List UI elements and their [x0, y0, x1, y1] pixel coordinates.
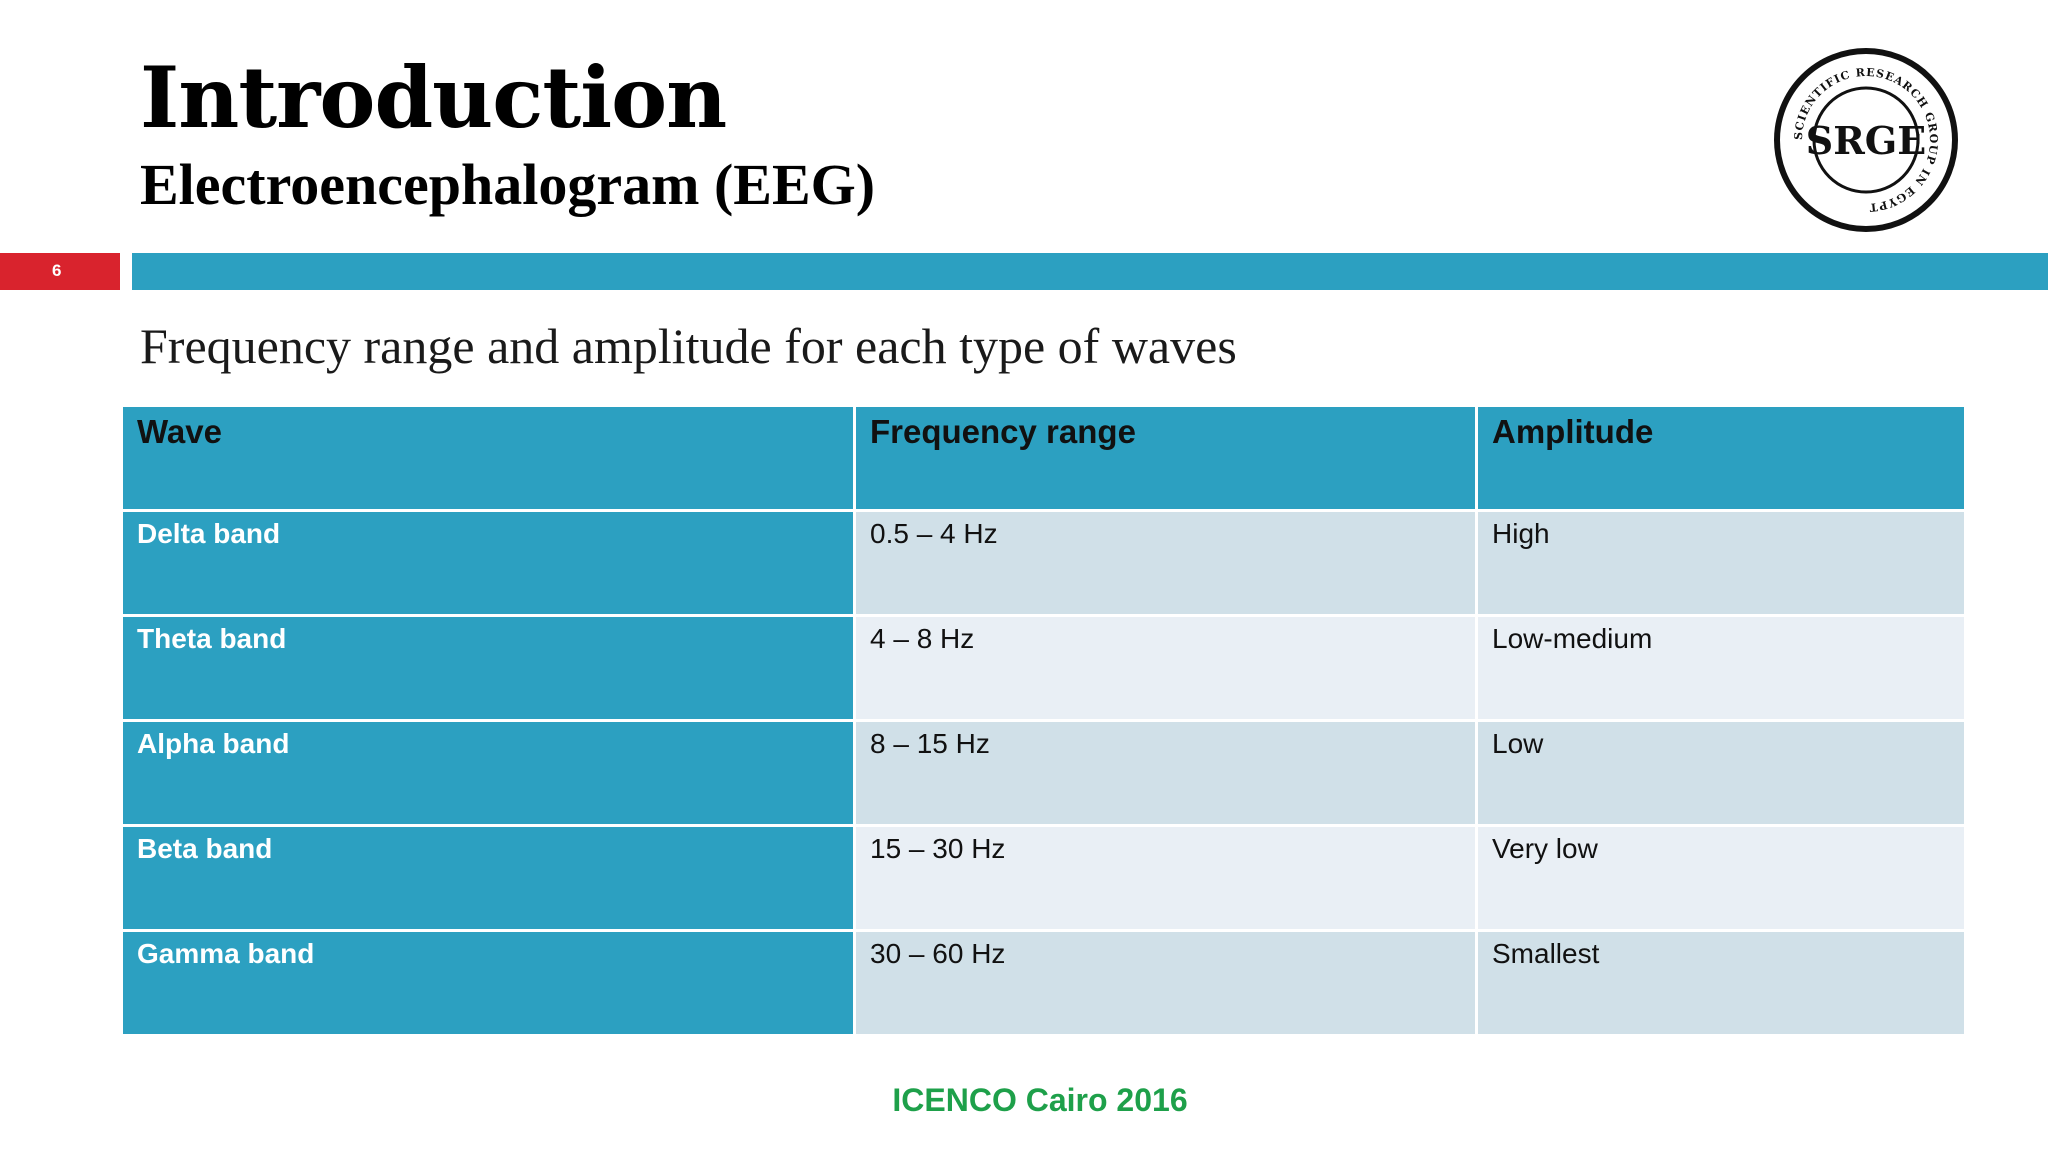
amplitude-cell: Smallest	[1475, 929, 1967, 1037]
amplitude-cell: High	[1475, 509, 1967, 617]
footer-conference: ICENCO Cairo 2016	[892, 1082, 1188, 1118]
table-row: Alpha band 8 – 15 Hz Low	[120, 719, 1967, 827]
wave-cell: Delta band	[120, 509, 856, 617]
page-number: 6	[52, 261, 62, 280]
frequency-cell: 8 – 15 Hz	[853, 719, 1478, 827]
eeg-waves-table: Wave Frequency range Amplitude Delta ban…	[120, 404, 1967, 1037]
header-wave: Wave	[120, 404, 856, 512]
table-row: Theta band 4 – 8 Hz Low-medium	[120, 614, 1967, 722]
wave-cell: Theta band	[120, 614, 856, 722]
srge-logo: SCIENTIFIC RESEARCH GROUP IN EGYPT SRGE	[1774, 48, 1958, 232]
header-frequency-range: Frequency range	[853, 404, 1478, 512]
frequency-cell: 30 – 60 Hz	[853, 929, 1478, 1037]
srge-seal-icon: SCIENTIFIC RESEARCH GROUP IN EGYPT SRGE	[1774, 48, 1958, 232]
frequency-cell: 15 – 30 Hz	[853, 824, 1478, 932]
header-divider-bar	[132, 253, 2048, 290]
table-header-row: Wave Frequency range Amplitude	[120, 404, 1967, 512]
table-row: Beta band 15 – 30 Hz Very low	[120, 824, 1967, 932]
amplitude-cell: Very low	[1475, 824, 1967, 932]
frequency-cell: 0.5 – 4 Hz	[853, 509, 1478, 617]
table-row: Gamma band 30 – 60 Hz Smallest	[120, 929, 1967, 1037]
header-amplitude: Amplitude	[1475, 404, 1967, 512]
table-row: Delta band 0.5 – 4 Hz High	[120, 509, 1967, 617]
slide-subtitle: Electroencephalogram (EEG)	[140, 152, 876, 217]
logo-text: SRGE	[1806, 118, 1926, 163]
amplitude-cell: Low-medium	[1475, 614, 1967, 722]
table-heading: Frequency range and amplitude for each t…	[140, 318, 1237, 374]
wave-cell: Alpha band	[120, 719, 856, 827]
wave-cell: Gamma band	[120, 929, 856, 1037]
page-number-badge: 6	[0, 253, 120, 290]
frequency-cell: 4 – 8 Hz	[853, 614, 1478, 722]
wave-cell: Beta band	[120, 824, 856, 932]
slide-title: Introduction	[140, 48, 727, 147]
amplitude-cell: Low	[1475, 719, 1967, 827]
